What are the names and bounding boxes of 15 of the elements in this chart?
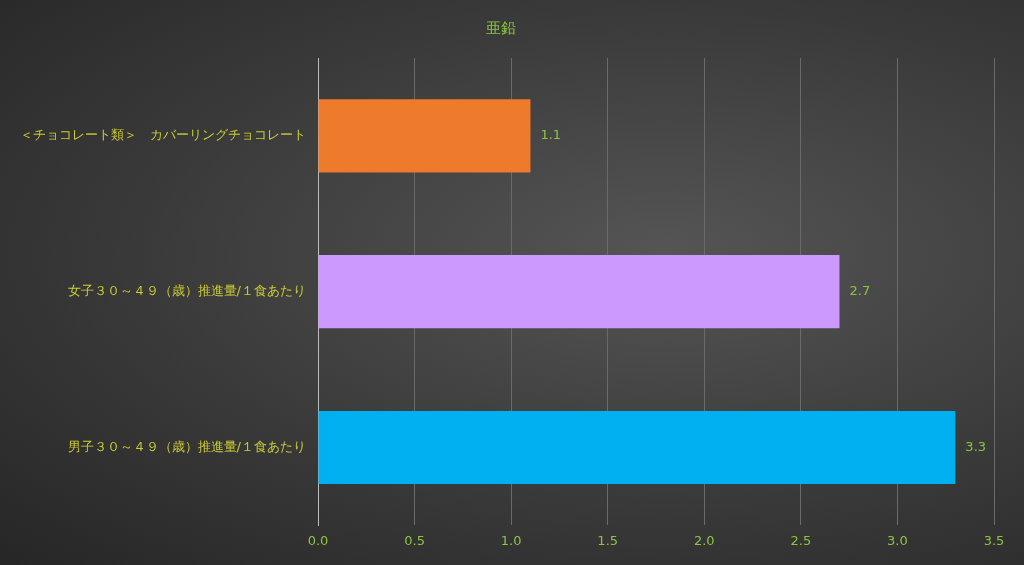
x-tick-label: 2.5 [790, 532, 812, 548]
data-label: 1.1 [540, 127, 562, 143]
x-tick-label: 1.5 [597, 532, 619, 548]
data-label: 3.3 [965, 438, 987, 454]
x-tick-label: 3.0 [887, 532, 908, 548]
x-tick-label: 0.5 [404, 532, 425, 548]
x-tick-label: 1.0 [500, 532, 522, 548]
x-tick-label: 3.5 [983, 532, 1005, 548]
y-tick-label: ＜チョコレート類＞ カバーリングチョコレート [20, 127, 306, 143]
y-tick-label: 女子３０～４９（歳）推進量/１食あたり [67, 283, 306, 299]
y-tick-label: 男子３０～４９（歳）推進量/１食あたり [67, 438, 306, 454]
x-tick-label: 2.0 [693, 532, 715, 548]
data-label: 2.7 [849, 283, 871, 299]
chart-title: 亜鉛 [486, 18, 516, 37]
x-tick-label: 0.0 [307, 532, 329, 548]
